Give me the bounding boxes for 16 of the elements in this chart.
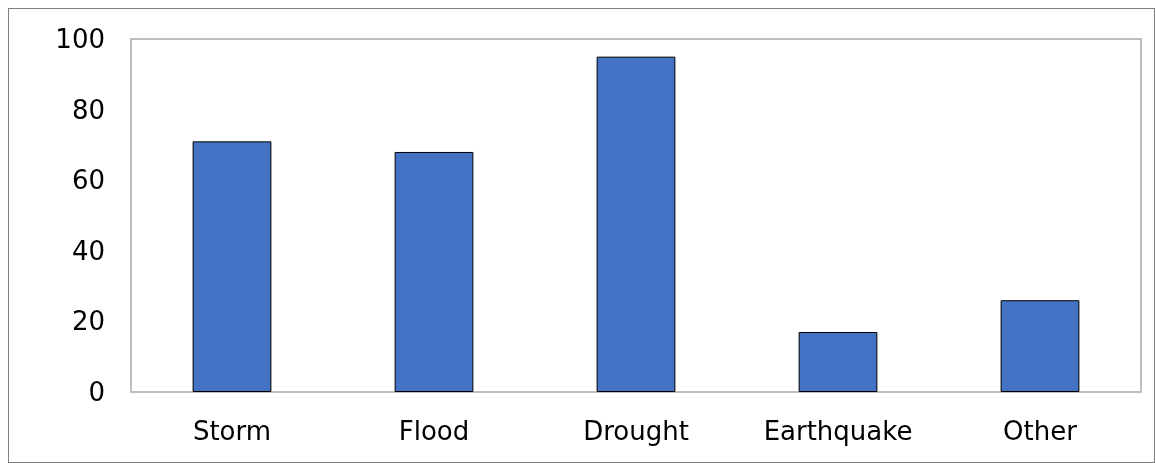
x-tick-label: Storm	[192, 416, 272, 446]
y-tick-label: 100	[55, 24, 105, 54]
y-tick-label: 0	[88, 377, 105, 407]
x-tick-label: Other	[1003, 416, 1078, 446]
y-tick-label: 60	[71, 165, 105, 196]
y-tick-label: 80	[71, 94, 105, 125]
x-tick-label: Flood	[398, 416, 470, 446]
x-tick-label: Earthquake	[763, 416, 913, 446]
bar	[394, 151, 474, 392]
y-tick-label: 40	[71, 235, 105, 266]
bar	[596, 56, 676, 392]
bar	[192, 141, 272, 392]
y-tick-label: 20	[71, 306, 105, 337]
bar	[1000, 300, 1080, 392]
x-tick-label: Drought	[583, 416, 689, 446]
bar	[798, 331, 878, 392]
